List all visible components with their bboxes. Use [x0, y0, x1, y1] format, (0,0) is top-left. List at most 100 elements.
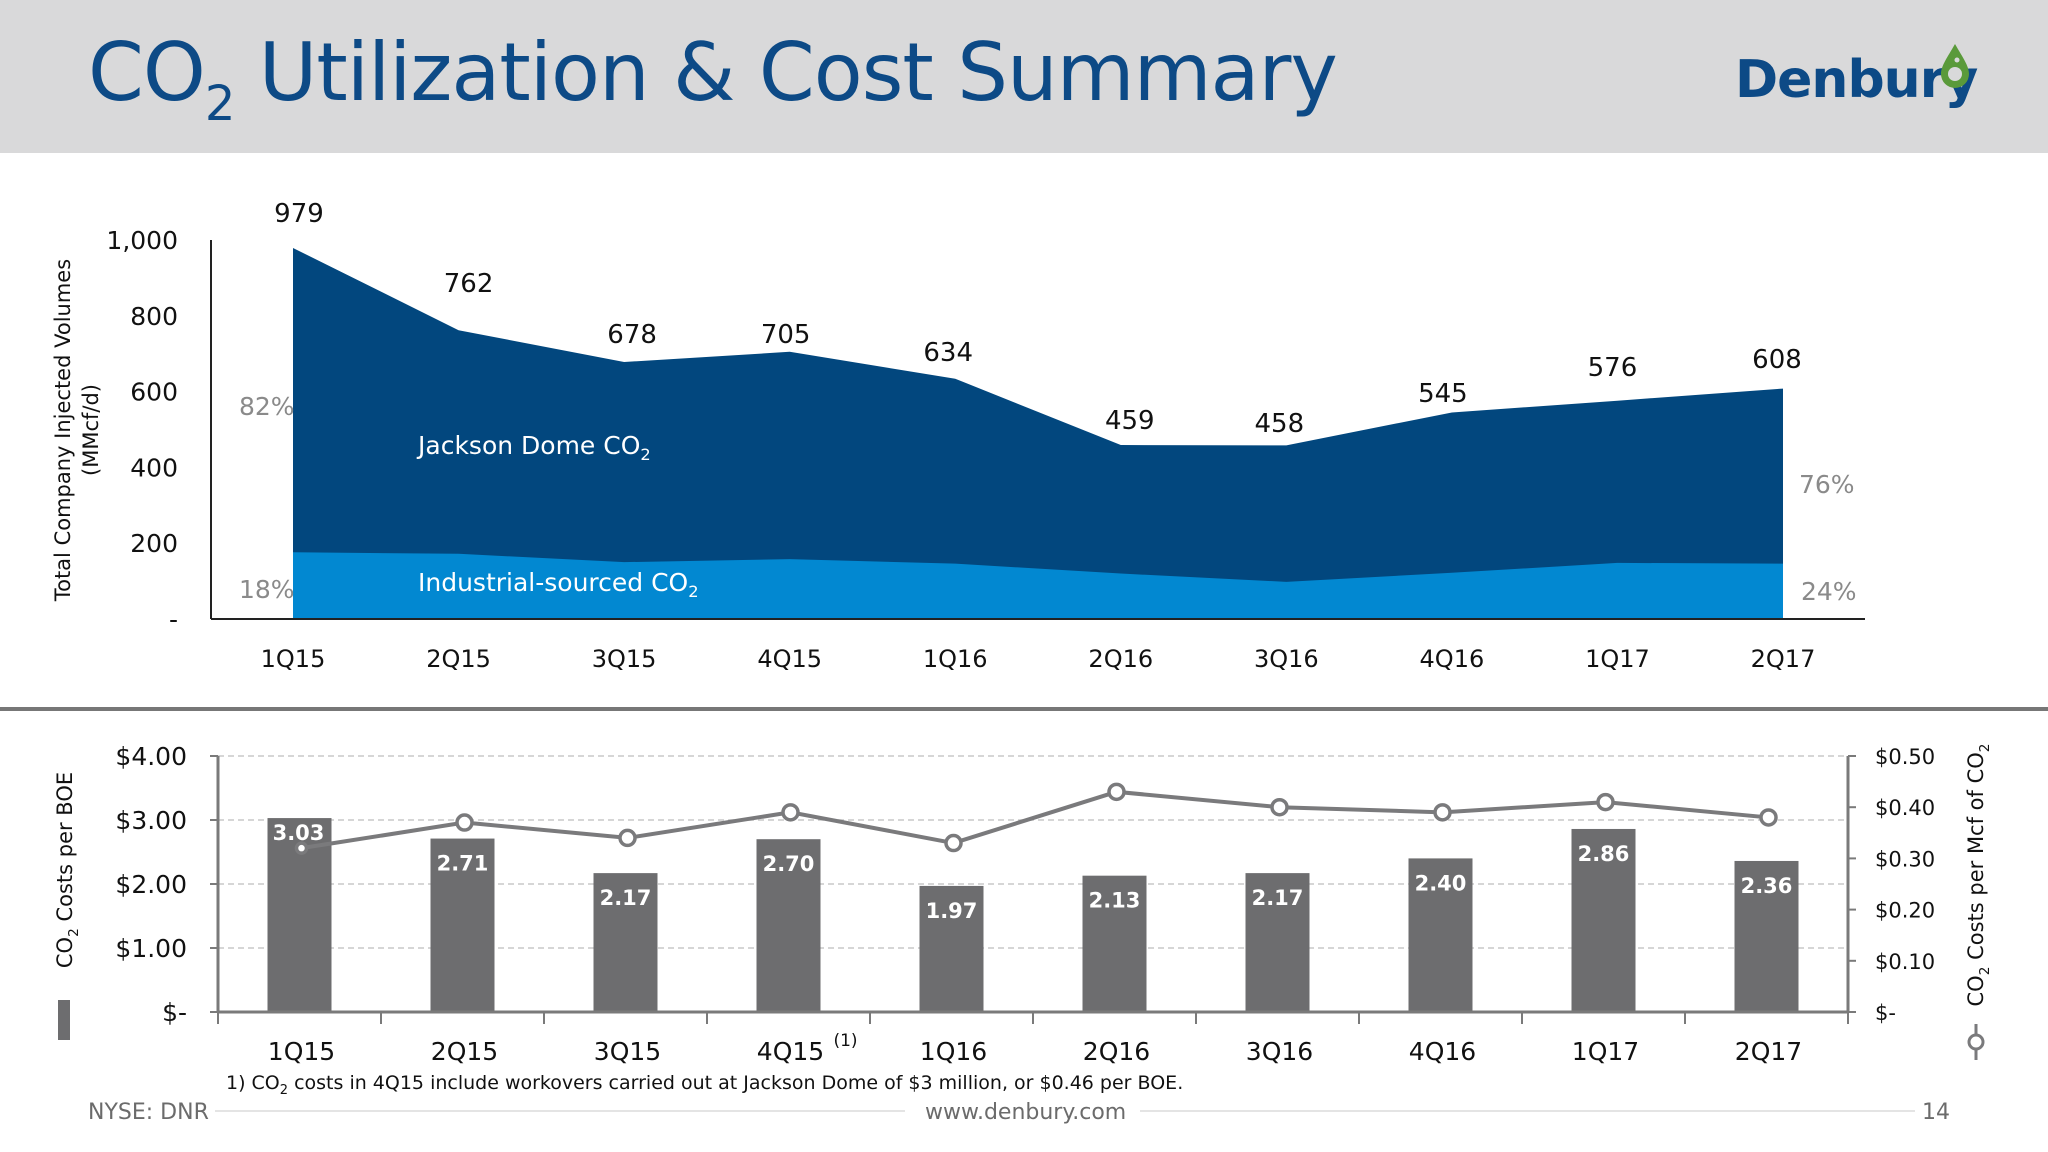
area-y-tick-label: -: [169, 605, 178, 634]
bar-left-axis-title-text: CO2 Costs per BOE: [53, 772, 82, 968]
cost-per-boe-bar: [1082, 875, 1147, 1012]
bar-legend-swatch: [58, 1000, 70, 1040]
area-y-tick-label: 200: [130, 529, 178, 558]
bar-right-tick-label: $0.40: [1875, 796, 1935, 820]
cost-per-boe-bar: [1245, 873, 1310, 1012]
cost-per-boe-bar: [1571, 828, 1636, 1012]
bar-right-tick-label: $0.20: [1875, 899, 1935, 923]
drop-logo-icon: [1941, 44, 1969, 88]
cost-per-mcf-marker: [294, 841, 309, 855]
area-y-tick-label: 1,000: [106, 226, 178, 255]
area-total-label: 678: [607, 320, 657, 350]
cost-per-boe-bar: [919, 885, 984, 1012]
bar-left-axis-title: CO2 Costs per BOE: [53, 772, 82, 968]
bar-right-axis-title: CO2 Costs per Mcf of CO2: [1964, 744, 1993, 1007]
industrial-sourced-label: Industrial-sourced CO2: [418, 568, 699, 601]
cost-per-boe-bar: [430, 838, 495, 1012]
cost-per-mcf-marker: [455, 813, 474, 832]
end-jackson-share: 76%: [1799, 470, 1855, 499]
bar-data-label: 2.17: [1252, 886, 1304, 910]
area-y-tick-label: 800: [130, 302, 178, 331]
area-x-tick-label: 1Q15: [261, 645, 326, 673]
area-total-label: 459: [1105, 406, 1155, 436]
end-industrial-share: 24%: [1801, 577, 1857, 606]
bar-data-label: 2.17: [600, 886, 652, 910]
area-y-axis-title-line2: (MMcf/d): [79, 384, 103, 476]
header-band: [0, 0, 2048, 153]
bar-annotation-marker: (1): [833, 1031, 857, 1051]
footer-ticker: NYSE: DNR: [88, 1100, 209, 1125]
bar-left-tick-label: $1.00: [115, 934, 187, 963]
page-title: CO2 Utilization & Cost Summary: [88, 26, 1338, 132]
bar-data-label: 2.86: [1578, 842, 1630, 866]
area-x-tick-label: 2Q16: [1088, 645, 1153, 673]
bar-x-tick-label: 3Q16: [1246, 1037, 1313, 1066]
bar-data-label: 2.40: [1415, 871, 1467, 895]
bar-x-tick-label: 3Q15: [594, 1037, 661, 1066]
area-y-axis-title: Total Company Injected Volumes (MMcf/d): [51, 259, 103, 602]
cost-per-mcf-marker: [1107, 782, 1126, 802]
bar-right-tick-label: $-: [1875, 1001, 1896, 1025]
start-jackson-share: 82%: [239, 392, 295, 421]
area-y-axis-title-line1: Total Company Injected Volumes: [51, 259, 75, 602]
cost-per-mcf-marker: [1596, 792, 1615, 812]
bar-data-label: 2.13: [1089, 889, 1141, 913]
area-x-tick-label: 1Q17: [1585, 645, 1650, 673]
bar-x-tick-label: 4Q15: [757, 1037, 824, 1066]
bar-data-label: 2.70: [763, 852, 815, 876]
bar-right-tick-label: $0.30: [1875, 847, 1935, 871]
bar-data-label: 2.71: [437, 852, 489, 876]
cost-per-mcf-marker: [618, 828, 637, 848]
bar-x-tick-label: 2Q16: [1083, 1037, 1150, 1066]
cost-per-mcf-marker: [781, 803, 800, 822]
denbury-logo-text: Denbury: [1735, 50, 1978, 110]
area-total-label: 458: [1255, 409, 1305, 439]
footer-url[interactable]: www.denbury.com: [925, 1100, 1127, 1125]
start-industrial-share: 18%: [239, 575, 295, 604]
area-y-tick-label: 400: [130, 453, 178, 482]
area-total-label: 634: [923, 338, 973, 368]
bar-data-label: 2.36: [1741, 874, 1793, 898]
bar-data-label: 1.97: [926, 899, 978, 923]
cost-per-mcf-marker: [944, 833, 963, 853]
area-total-label: 979: [274, 199, 324, 229]
bar-x-tick-label: 2Q15: [431, 1037, 498, 1066]
area-y-tick-label: 600: [130, 378, 178, 407]
bar-left-tick-label: $-: [162, 998, 187, 1027]
line-legend-marker: [1967, 1033, 1985, 1051]
area-total-label: 705: [761, 320, 811, 350]
area-x-tick-label: 4Q16: [1420, 645, 1485, 673]
cost-per-mcf-line: [301, 789, 1769, 851]
jackson-dome-label: Jackson Dome CO2: [416, 431, 651, 464]
bar-right-axis-title-text: CO2 Costs per Mcf of CO2: [1964, 744, 1993, 1007]
industrial-sourced-area: [293, 552, 1783, 619]
bar-x-tick-label: 1Q17: [1572, 1037, 1639, 1066]
area-total-label: 762: [444, 269, 494, 299]
area-x-tick-label: 4Q15: [757, 645, 822, 673]
cost-per-mcf-marker: [1433, 803, 1452, 822]
bar-left-tick-label: $4.00: [115, 742, 187, 771]
bar-left-tick-label: $2.00: [115, 870, 187, 899]
bar-x-tick-label: 4Q16: [1409, 1037, 1476, 1066]
footnote: 1) CO2 costs in 4Q15 include workovers c…: [226, 1072, 1184, 1098]
area-x-tick-label: 2Q17: [1751, 645, 1816, 673]
footer-page-number: 14: [1922, 1100, 1950, 1125]
bar-data-label: 3.03: [273, 821, 325, 845]
bar-left-tick-label: $3.00: [115, 806, 187, 835]
area-x-tick-label: 3Q15: [592, 645, 657, 673]
bar-x-tick-label: 1Q15: [268, 1037, 335, 1066]
area-total-label: 576: [1588, 353, 1638, 383]
jackson-dome-area: [293, 247, 1783, 620]
cost-per-mcf-marker: [1759, 808, 1778, 827]
bar-right-tick-label: $0.50: [1875, 745, 1935, 769]
cost-per-mcf-marker: [1270, 797, 1289, 817]
area-x-tick-label: 3Q16: [1254, 645, 1319, 673]
cost-per-boe-bar: [1408, 858, 1473, 1012]
bar-x-tick-label: 2Q17: [1735, 1037, 1802, 1066]
area-x-tick-label: 2Q15: [426, 645, 491, 673]
cost-per-boe-bar: [1734, 860, 1799, 1012]
area-x-tick-label: 1Q16: [923, 645, 988, 673]
cost-per-boe-bar: [756, 839, 821, 1012]
bar-right-tick-label: $0.10: [1875, 950, 1935, 974]
